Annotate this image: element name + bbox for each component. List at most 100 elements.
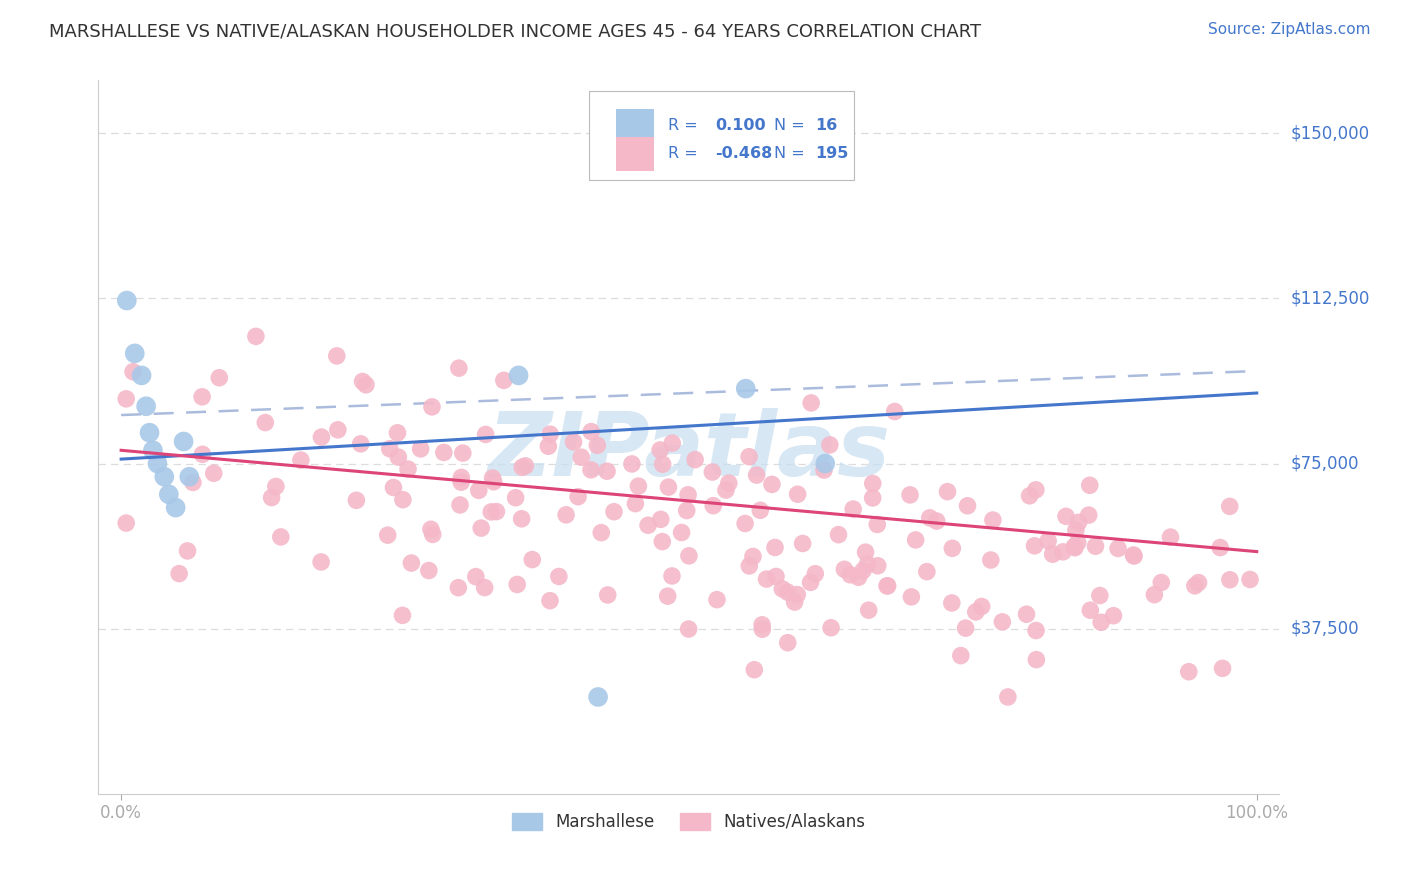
Point xyxy=(980,553,1002,567)
Point xyxy=(745,468,768,483)
Point xyxy=(418,564,440,578)
Point xyxy=(991,615,1014,629)
Text: 195: 195 xyxy=(815,146,849,161)
Point xyxy=(270,530,292,544)
Point xyxy=(208,370,231,384)
Point xyxy=(350,437,373,451)
Point xyxy=(176,544,198,558)
Point xyxy=(941,541,963,556)
Point xyxy=(547,569,569,583)
Point xyxy=(165,500,187,515)
Point xyxy=(1036,533,1059,548)
Point xyxy=(738,558,761,573)
Point xyxy=(814,457,837,471)
Point xyxy=(401,556,423,570)
Point xyxy=(309,555,332,569)
Point xyxy=(579,425,602,439)
Point xyxy=(751,622,773,636)
Text: Source: ZipAtlas.com: Source: ZipAtlas.com xyxy=(1208,22,1371,37)
Point xyxy=(749,503,772,517)
Point xyxy=(675,503,697,517)
Point xyxy=(115,293,138,308)
Point xyxy=(776,636,799,650)
Point xyxy=(1219,573,1241,587)
Point xyxy=(1015,607,1038,622)
Point xyxy=(866,517,889,532)
Point xyxy=(848,570,870,584)
Point xyxy=(562,434,585,449)
Point xyxy=(505,491,527,505)
Point xyxy=(1123,549,1146,563)
Point xyxy=(955,621,977,635)
Point xyxy=(755,572,778,586)
Point xyxy=(1078,603,1101,617)
Point xyxy=(839,567,862,582)
Point xyxy=(1067,516,1090,530)
Point xyxy=(326,349,349,363)
Point xyxy=(1078,478,1101,492)
Point xyxy=(1084,539,1107,553)
Text: R =: R = xyxy=(668,119,703,134)
Point xyxy=(862,491,884,505)
Text: N =: N = xyxy=(773,119,810,134)
Point xyxy=(1187,575,1209,590)
Point xyxy=(856,557,879,571)
Point xyxy=(765,569,787,583)
Point xyxy=(586,690,609,704)
Point xyxy=(1064,523,1087,537)
Point xyxy=(981,513,1004,527)
Point xyxy=(1063,540,1085,554)
Point xyxy=(1054,509,1077,524)
Text: $75,000: $75,000 xyxy=(1291,455,1360,473)
Text: $37,500: $37,500 xyxy=(1291,620,1360,638)
Point xyxy=(1077,508,1099,522)
Point xyxy=(898,488,921,502)
Point xyxy=(637,518,659,533)
Legend: Marshallese, Natives/Alaskans: Marshallese, Natives/Alaskans xyxy=(505,805,873,839)
Point xyxy=(1024,539,1046,553)
Point xyxy=(290,453,312,467)
Point xyxy=(482,475,505,489)
Point xyxy=(124,346,146,360)
FancyBboxPatch shape xyxy=(616,136,654,171)
Point xyxy=(1025,483,1047,497)
Point xyxy=(474,581,496,595)
Point xyxy=(800,396,823,410)
Point xyxy=(738,450,761,464)
Point xyxy=(537,439,560,453)
Point xyxy=(761,477,783,491)
Text: MARSHALLESE VS NATIVE/ALASKAN HOUSEHOLDER INCOME AGES 45 - 64 YEARS CORRELATION : MARSHALLESE VS NATIVE/ALASKAN HOUSEHOLDE… xyxy=(49,22,981,40)
Point xyxy=(650,442,672,457)
Point xyxy=(651,457,673,471)
Point xyxy=(468,483,491,498)
Point xyxy=(326,423,349,437)
Point xyxy=(813,463,835,477)
Point xyxy=(555,508,578,522)
Point xyxy=(776,585,799,599)
Point xyxy=(997,690,1019,704)
Point xyxy=(904,533,927,547)
Point xyxy=(596,464,619,478)
Point xyxy=(510,460,533,475)
Point xyxy=(657,589,679,603)
Point xyxy=(1064,541,1087,555)
Point xyxy=(1219,500,1241,514)
Point xyxy=(377,528,399,542)
Point xyxy=(706,592,728,607)
FancyBboxPatch shape xyxy=(589,91,855,180)
Point xyxy=(115,392,138,406)
Text: R =: R = xyxy=(668,146,703,161)
Point xyxy=(818,438,841,452)
Point xyxy=(157,487,180,501)
Point xyxy=(260,491,283,505)
Point xyxy=(900,590,922,604)
Point xyxy=(624,497,647,511)
Point xyxy=(734,516,756,531)
Point xyxy=(676,488,699,502)
Point xyxy=(538,427,561,442)
Point xyxy=(142,443,165,458)
Point xyxy=(827,527,849,541)
Point xyxy=(936,484,959,499)
Point xyxy=(858,603,880,617)
Point xyxy=(352,375,374,389)
